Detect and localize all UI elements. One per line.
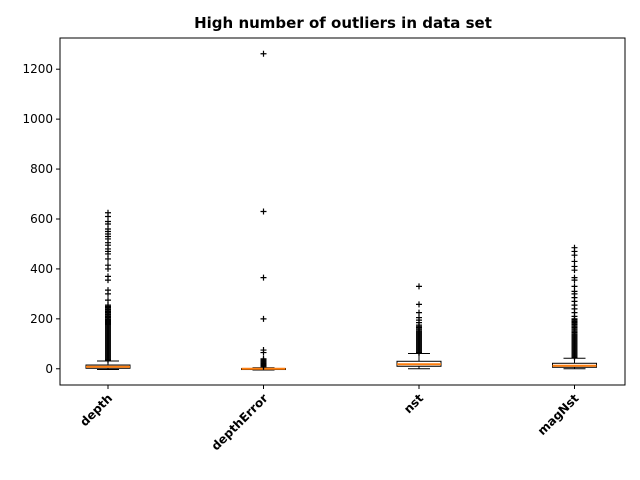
outlier-point bbox=[105, 273, 111, 280]
outlier-point bbox=[105, 262, 111, 269]
x-tick-label: depth bbox=[77, 391, 115, 429]
outlier-point bbox=[260, 355, 267, 362]
outlier-point bbox=[416, 301, 422, 308]
box-depth bbox=[85, 209, 131, 371]
y-axis: 0 200 400 600 800 1000 1200 bbox=[22, 62, 60, 376]
outlier-point bbox=[105, 297, 111, 304]
y-tick-label: 200 bbox=[30, 312, 53, 326]
outlier-point bbox=[105, 287, 111, 294]
y-tick-label: 800 bbox=[30, 162, 53, 176]
outlier-point bbox=[260, 347, 267, 354]
box-depthError bbox=[241, 50, 286, 371]
outlier-point bbox=[260, 274, 267, 281]
x-tick-label: magNst bbox=[535, 391, 582, 438]
box-series bbox=[85, 50, 597, 371]
outlier-point bbox=[571, 244, 578, 251]
outlier-point bbox=[260, 315, 267, 322]
outlier-point bbox=[416, 309, 422, 316]
y-tick-label: 1000 bbox=[22, 112, 53, 126]
outlier-point bbox=[260, 208, 267, 215]
outlier-point bbox=[571, 274, 578, 281]
plot-area bbox=[59, 37, 626, 386]
y-tick-label: 400 bbox=[30, 262, 53, 276]
outlier-point bbox=[416, 283, 422, 290]
outlier-point bbox=[571, 283, 578, 290]
outlier-point bbox=[105, 209, 111, 216]
box-nst bbox=[396, 283, 442, 370]
y-tick-label: 0 bbox=[45, 362, 53, 376]
y-tick-label: 1200 bbox=[22, 62, 53, 76]
y-tick-label: 600 bbox=[30, 212, 53, 226]
chart-title: High number of outliers in data set bbox=[194, 14, 492, 32]
x-tick-label: nst bbox=[401, 391, 426, 416]
box-magNst bbox=[552, 244, 597, 370]
x-axis: depth depthError nst magNst bbox=[77, 385, 582, 453]
outlier-point bbox=[571, 258, 578, 265]
x-tick-label: depthError bbox=[209, 391, 271, 453]
outlier-point bbox=[260, 50, 267, 57]
